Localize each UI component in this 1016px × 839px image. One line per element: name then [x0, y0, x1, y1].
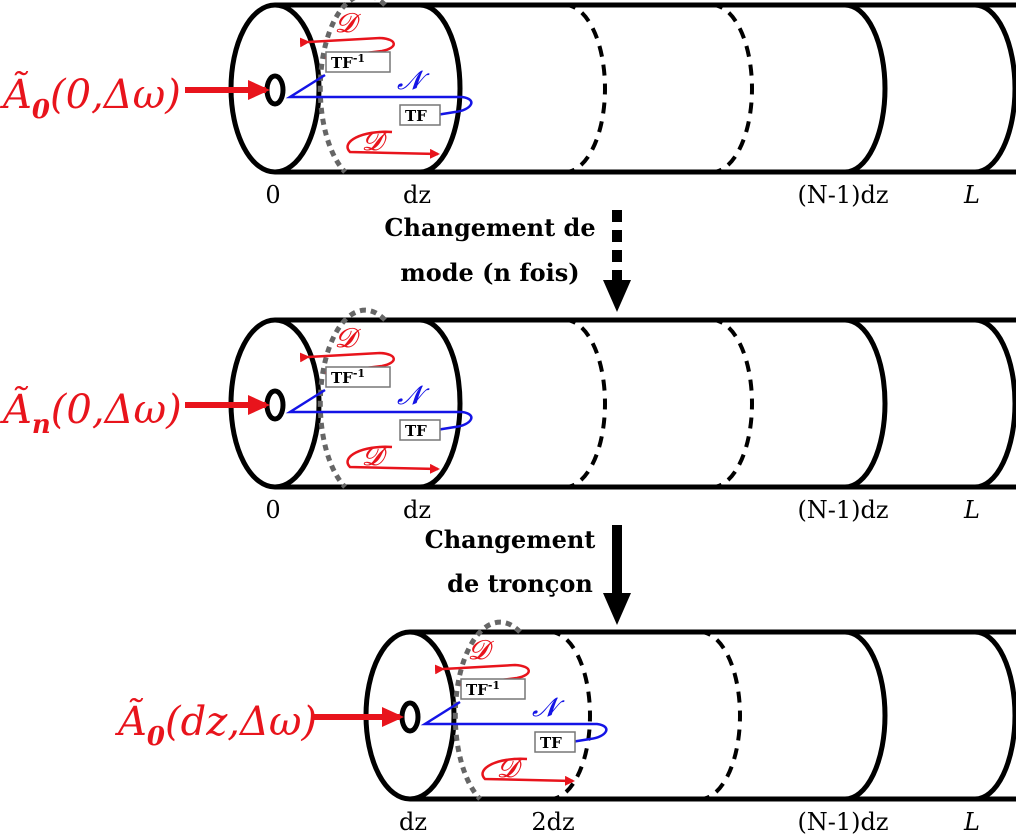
dispersion-half-step-arrow-2	[481, 757, 575, 786]
dispersion-half-step-arrow	[434, 663, 530, 687]
tick-step: dz	[403, 181, 431, 209]
input-field-label: Ãn(0,Δω)	[0, 386, 182, 440]
tick-start: 0	[265, 496, 280, 524]
section-boundary-dz	[419, 317, 463, 490]
nonlinear-symbol: 𝓝	[397, 381, 430, 411]
dispersion-half-step-arrow	[299, 351, 395, 375]
transition-section-change: Changement de tronçon	[425, 525, 631, 625]
section-boundary-dashed	[711, 3, 754, 174]
inverse-ft-label: TF-1	[331, 52, 365, 72]
tick-start: dz	[399, 808, 427, 836]
tick-end: L	[963, 496, 980, 524]
fiber-exit-face	[974, 629, 1016, 802]
tick-last: (N-1)dz	[797, 181, 888, 209]
section-boundary-dashed	[564, 3, 607, 174]
midpoint-plane	[317, 307, 387, 489]
dispersion-symbol: 𝓓	[335, 8, 361, 39]
nonlinear-symbol: 𝓝	[397, 66, 430, 96]
inverse-ft-box	[325, 51, 391, 73]
fiber-exit-face	[974, 2, 1016, 175]
section-boundary-dashed	[564, 318, 607, 489]
fiber-segment-row2: 𝓓 TF-1 𝓝 TF 𝓓 Ãn(0,Δω) 0 dz (N-1)dz L	[0, 307, 1016, 524]
tick-last: (N-1)dz	[797, 808, 888, 836]
fiber-exit-face	[974, 317, 1016, 490]
midpoint-plane	[452, 619, 522, 801]
inverse-ft-label: TF-1	[331, 367, 365, 387]
tick-end: L	[963, 181, 980, 209]
section-change-line1: Changement	[425, 525, 596, 554]
nonlinear-step-arrow	[285, 388, 473, 435]
section-boundary-dashed	[711, 318, 754, 489]
dispersion-half-step-arrow	[299, 36, 395, 60]
down-arrow-head	[603, 593, 631, 625]
nonlinear-symbol: 𝓝	[532, 693, 565, 723]
input-field-label: Ã0(dz,Δω)	[114, 698, 317, 752]
section-boundary-last	[844, 2, 888, 175]
fiber-segment-row3: 𝓓 TF-1 𝓝 TF 𝓓 Ã0(dz,Δω) dz 2dz (N-1)dz L	[114, 619, 1016, 836]
inverse-ft-label: TF-1	[466, 679, 500, 699]
nonlinear-step-arrow	[285, 73, 473, 120]
inverse-ft-box	[460, 678, 526, 700]
transition-mode-change: Changement de mode (n fois)	[384, 210, 631, 312]
dispersion-half-step-arrow-2	[346, 130, 440, 159]
nonlinear-step-arrow	[420, 700, 608, 747]
mode-change-line1: Changement de	[384, 213, 595, 242]
tick-end: L	[963, 808, 980, 836]
tick-start: 0	[265, 181, 280, 209]
ft-box	[534, 731, 576, 753]
dispersion-half-step-arrow-2	[346, 445, 440, 474]
fiber-segment-row1: 𝓓 TF-1 𝓝 TF 𝓓 Ã0(0,Δω) 0 dz (N-1)dz L	[0, 0, 1016, 209]
fiber-core	[399, 700, 421, 734]
section-boundary-last	[844, 317, 888, 490]
mode-change-line2: mode (n fois)	[400, 258, 579, 287]
ft-label: TF	[405, 107, 427, 125]
section-boundary-dashed	[549, 630, 592, 801]
input-field-label: Ã0(0,Δω)	[0, 71, 181, 125]
tick-last: (N-1)dz	[797, 496, 888, 524]
dispersion-symbol: 𝓓	[468, 635, 494, 666]
tick-step: 2dz	[531, 808, 574, 836]
tick-step: dz	[403, 496, 431, 524]
ft-label: TF	[540, 734, 562, 752]
inverse-ft-box	[325, 366, 391, 388]
down-arrow-head	[603, 280, 631, 312]
section-change-line2: de tronçon	[447, 569, 593, 598]
fiber-core	[264, 388, 286, 422]
midpoint-plane	[317, 0, 387, 174]
fiber-core	[264, 73, 286, 107]
ft-box	[399, 104, 441, 126]
ft-label: TF	[405, 422, 427, 440]
dispersion-symbol: 𝓓	[335, 323, 361, 354]
ft-box	[399, 419, 441, 441]
section-boundary-dashed	[699, 630, 742, 801]
section-boundary-dz	[419, 2, 463, 175]
section-boundary-last	[844, 629, 888, 802]
